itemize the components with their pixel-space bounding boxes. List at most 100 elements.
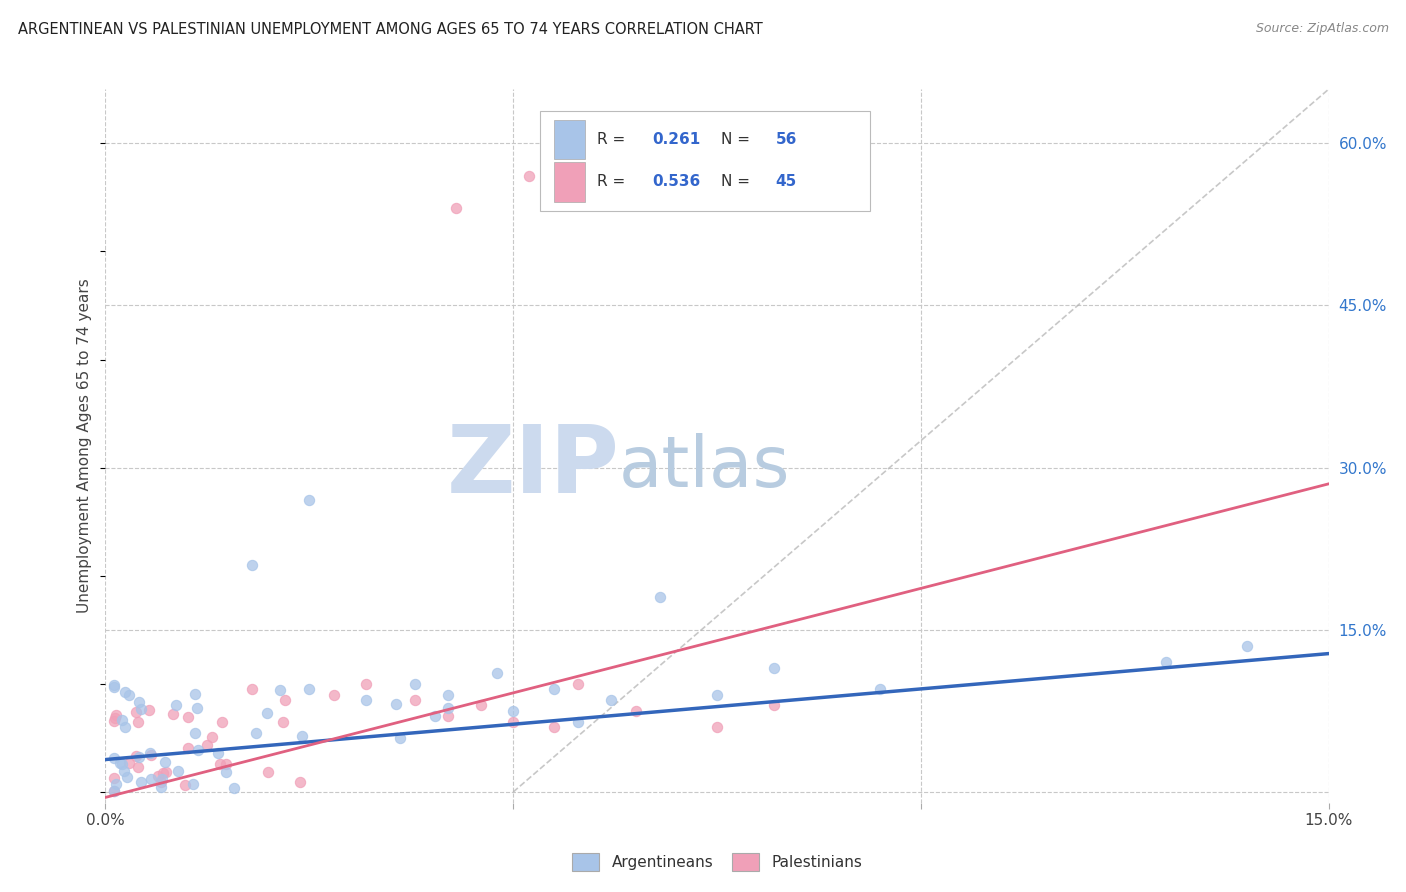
Point xyxy=(356,693,378,707)
Point xyxy=(502,714,524,729)
Point xyxy=(128,695,150,709)
Point xyxy=(150,772,173,787)
Point xyxy=(149,780,172,794)
Text: R =: R = xyxy=(598,132,630,146)
Point xyxy=(291,729,314,743)
Point xyxy=(470,698,492,713)
Point xyxy=(139,747,162,761)
Bar xyxy=(554,120,585,159)
Point xyxy=(127,760,149,774)
Point xyxy=(389,731,412,746)
Point xyxy=(138,703,160,717)
Point xyxy=(543,682,565,697)
Point xyxy=(240,682,263,697)
Point xyxy=(104,710,127,724)
Point xyxy=(162,707,184,722)
Point xyxy=(104,777,127,791)
Point xyxy=(181,777,204,791)
Text: Source: ZipAtlas.com: Source: ZipAtlas.com xyxy=(1256,22,1389,36)
Point xyxy=(165,698,187,713)
Point xyxy=(152,765,174,780)
Point xyxy=(869,682,891,697)
Point xyxy=(356,677,378,691)
Point xyxy=(118,688,141,702)
Point xyxy=(404,677,426,691)
Point xyxy=(149,775,172,789)
Point xyxy=(273,715,295,730)
Point xyxy=(1236,639,1258,653)
Point xyxy=(288,774,311,789)
Point xyxy=(207,746,229,760)
Y-axis label: Unemployment Among Ages 65 to 74 years: Unemployment Among Ages 65 to 74 years xyxy=(77,278,93,614)
Text: ARGENTINEAN VS PALESTINIAN UNEMPLOYMENT AMONG AGES 65 TO 74 YEARS CORRELATION CH: ARGENTINEAN VS PALESTINIAN UNEMPLOYMENT … xyxy=(18,22,763,37)
Point xyxy=(129,701,152,715)
Point xyxy=(127,715,149,730)
Point xyxy=(167,764,190,778)
Point xyxy=(763,698,786,713)
Point xyxy=(177,740,200,755)
Point xyxy=(103,714,125,729)
Text: 0.261: 0.261 xyxy=(652,132,700,146)
Point xyxy=(103,678,125,692)
Point xyxy=(298,493,321,508)
Point xyxy=(114,720,136,734)
Point xyxy=(624,704,647,718)
Point xyxy=(269,683,291,698)
Point xyxy=(108,756,131,770)
Point xyxy=(437,688,460,702)
Point xyxy=(1154,655,1177,669)
Point xyxy=(103,784,125,798)
Point xyxy=(567,677,589,691)
Point xyxy=(274,693,297,707)
Point xyxy=(706,688,728,702)
Point xyxy=(214,757,236,772)
Text: R =: R = xyxy=(598,175,630,189)
Point xyxy=(543,720,565,734)
Point xyxy=(177,709,200,723)
Point xyxy=(502,704,524,718)
Point xyxy=(201,730,224,744)
Point xyxy=(706,720,728,734)
Point xyxy=(437,709,460,723)
Point xyxy=(240,558,263,572)
Point xyxy=(485,666,508,681)
Point xyxy=(567,714,589,729)
Point xyxy=(298,682,321,697)
Point xyxy=(763,660,786,674)
Point xyxy=(184,687,207,701)
Point xyxy=(153,755,176,769)
Text: 0.536: 0.536 xyxy=(652,175,700,189)
Point xyxy=(125,748,148,763)
Legend: Argentineans, Palestinians: Argentineans, Palestinians xyxy=(565,847,869,877)
Point xyxy=(112,764,135,778)
Point xyxy=(114,685,136,699)
Point xyxy=(425,708,447,723)
Point xyxy=(322,688,344,702)
Point xyxy=(141,772,163,786)
Point xyxy=(128,749,150,764)
Point xyxy=(211,715,233,730)
Text: atlas: atlas xyxy=(619,433,790,502)
Point xyxy=(209,757,232,772)
Text: ZIP: ZIP xyxy=(446,421,619,514)
Point xyxy=(111,714,134,728)
Point xyxy=(519,169,541,183)
Point xyxy=(146,769,169,783)
Point xyxy=(404,693,426,707)
Text: 56: 56 xyxy=(776,132,797,146)
Point xyxy=(125,705,148,719)
Point xyxy=(437,701,460,715)
Point xyxy=(117,770,139,784)
Point xyxy=(103,751,125,765)
Point xyxy=(129,775,152,789)
Point xyxy=(104,707,127,722)
Bar xyxy=(554,162,585,202)
Text: N =: N = xyxy=(721,175,755,189)
Text: 45: 45 xyxy=(776,175,797,189)
Point xyxy=(385,697,408,711)
Point xyxy=(103,784,125,798)
Point xyxy=(245,726,267,740)
Point xyxy=(186,701,208,715)
Point xyxy=(224,781,246,796)
Point xyxy=(256,706,278,721)
